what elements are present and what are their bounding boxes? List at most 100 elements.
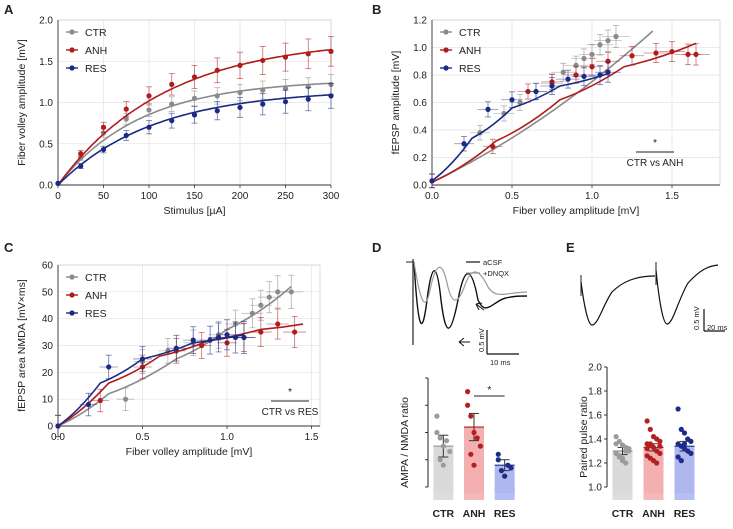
- fepsp-trace-1: [580, 275, 656, 326]
- x-tick-label: 0.5: [505, 191, 519, 202]
- bar-footer-anh: [464, 488, 484, 500]
- legend-label-res: RES: [459, 63, 481, 75]
- data-point-res: [146, 124, 152, 130]
- x-tick-label: 300: [323, 191, 340, 202]
- data-point-anh: [465, 402, 471, 408]
- x-tick-label: 200: [232, 191, 249, 202]
- data-point-anh: [169, 81, 175, 87]
- data-point-anh: [573, 72, 579, 78]
- data-point-anh: [474, 435, 480, 441]
- data-point-res: [509, 97, 515, 103]
- data-point-res: [282, 99, 289, 105]
- legend-marker: [69, 274, 75, 280]
- bar-footer-res: [494, 488, 515, 500]
- panel-b-chart: 0.0 0.2 0.4 0.6 0.8 1.0 1.2 0.0 0.5 1.0 1.5 Fiber v…: [390, 16, 721, 217]
- category-label-res: RES: [494, 508, 516, 520]
- y-tick-label: 0.2: [413, 153, 427, 164]
- data-point-ctr: [146, 107, 152, 113]
- data-point-res: [224, 332, 230, 338]
- data-point-ctr: [437, 457, 443, 463]
- y-tick-label: 0.8: [413, 71, 427, 82]
- data-point-ctr: [443, 438, 450, 444]
- data-point-anh: [97, 397, 103, 404]
- legend-label-ctr: CTR: [85, 272, 107, 284]
- data-point-anh: [657, 443, 663, 449]
- bar-footer-ctr: [612, 488, 633, 500]
- x-tick-label: 0.0: [51, 432, 65, 443]
- data-point-ctr: [581, 55, 587, 62]
- bar-ctr: [433, 446, 454, 493]
- data-point-ctr: [258, 302, 264, 308]
- data-point-anh: [258, 329, 264, 335]
- y-tick-label: 1.0: [413, 43, 427, 54]
- data-point-ctr: [305, 84, 311, 90]
- data-point-ctr: [619, 455, 626, 461]
- data-point-anh: [471, 462, 477, 468]
- data-point-ctr: [597, 42, 603, 48]
- data-point-anh: [490, 143, 496, 150]
- data-point-res: [675, 454, 681, 460]
- data-point-res: [508, 465, 514, 471]
- legend-marker: [69, 65, 75, 71]
- data-point-ctr: [214, 93, 220, 99]
- data-point-anh: [214, 67, 220, 73]
- data-point-res: [260, 101, 266, 107]
- x-tick-label: 150: [186, 191, 203, 202]
- y-tick-label: 0: [47, 422, 53, 433]
- data-point-res: [678, 458, 684, 464]
- y-tick-label: 0.0: [413, 181, 427, 192]
- data-point-res: [123, 132, 129, 139]
- data-point-res: [605, 69, 611, 75]
- x-tick-label: 1.5: [305, 432, 319, 443]
- data-point-anh: [629, 53, 635, 59]
- data-point-ctr: [266, 294, 272, 300]
- panel-label-b: B: [372, 2, 381, 17]
- legend-label-anh: ANH: [85, 290, 107, 302]
- data-point-anh: [647, 426, 653, 432]
- data-point-anh: [275, 321, 281, 327]
- data-point-anh: [468, 413, 474, 419]
- data-point-res: [55, 423, 61, 429]
- x-tick-label: 1.5: [665, 191, 679, 202]
- category-label-anh: ANH: [642, 508, 665, 520]
- x-tick-label: 1.0: [585, 191, 599, 202]
- panel-c-chart: 0 10 20 30 40 50 60 0.0 0.5 1.0 1.5 Fiber volley am…: [16, 261, 321, 458]
- data-point-anh: [654, 460, 660, 466]
- data-point-ctr: [191, 95, 198, 101]
- panel-a-chart: 0.0 0.5 1.0 1.5 2.0 0 50 100 150 200 250 300 Stimulu…: [16, 16, 340, 218]
- data-point-ctr: [123, 396, 129, 402]
- x-tick-label: 100: [141, 191, 158, 202]
- data-point-anh: [650, 444, 657, 450]
- data-point-ctr: [275, 289, 281, 295]
- significance-star: *: [487, 384, 491, 396]
- data-point-res: [688, 438, 694, 444]
- scale-bar-voltage: 0.5 mV: [477, 328, 486, 352]
- data-point-ctr: [249, 310, 255, 316]
- data-point-ctr: [613, 434, 619, 440]
- x-axis-label: Fiber volley amplitude [mV]: [126, 446, 253, 458]
- data-point-res: [190, 337, 196, 343]
- data-point-anh: [260, 57, 266, 64]
- category-label-ctr: CTR: [433, 508, 455, 520]
- data-point-res: [485, 106, 491, 112]
- panel-label-c: C: [4, 240, 14, 255]
- y-axis-label: Paired pulse ratio: [578, 396, 590, 478]
- data-point-anh: [644, 418, 650, 424]
- data-point-ctr: [447, 448, 453, 455]
- panel-d-chart: AMPA / NMDA ratio CTR ANH RES * aCSF +DNQX 0.5 …: [399, 258, 528, 520]
- y-tick-label: 20: [42, 368, 54, 379]
- y-tick-label: 1.2: [413, 16, 427, 27]
- y-tick-label: 0.4: [413, 126, 427, 137]
- data-point-ctr: [613, 441, 619, 447]
- data-point-res: [675, 406, 681, 412]
- data-point-res: [597, 72, 603, 78]
- y-tick-label: 0.0: [39, 181, 53, 192]
- data-point-res: [429, 178, 435, 184]
- legend-marker: [69, 292, 75, 298]
- x-tick-label: 250: [277, 191, 294, 202]
- data-point-anh: [657, 438, 663, 444]
- scale-bar-time: 20 ms: [707, 323, 728, 332]
- data-point-ctr: [260, 87, 266, 93]
- significance-star: *: [653, 137, 657, 149]
- x-axis-label: Stimulus [µA]: [163, 205, 225, 217]
